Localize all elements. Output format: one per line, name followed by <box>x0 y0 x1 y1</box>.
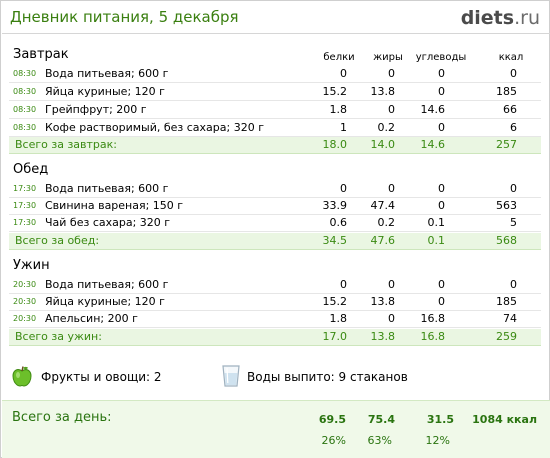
col-fat-header: жиры <box>373 52 403 63</box>
day-total-carbs: 31.5 <box>426 413 454 426</box>
day-fat-percent: 63% <box>367 434 392 447</box>
meal-item-row[interactable]: 08:30 Яйца куриные; 120 г 15.2 13.8 0 185 <box>9 84 541 101</box>
page-title: Дневник питания, 5 декабря <box>10 8 239 26</box>
day-total-kcal: 1084 ккал <box>472 413 537 426</box>
meal-title-dinner: Ужин <box>13 258 50 273</box>
meal-item-row[interactable]: 08:30 Кофе растворимый, без сахара; 320 г… <box>9 120 541 137</box>
header-bar: Дневник питания, 5 декабря diets.ru <box>2 2 550 34</box>
water-glass-icon <box>222 365 240 387</box>
meal-item-row[interactable]: 17:30 Чай без сахара; 320 г 0.6 0.2 0.1 5 <box>9 215 541 232</box>
meal-title-lunch: Обед <box>13 162 49 177</box>
site-logo[interactable]: diets.ru <box>460 7 540 29</box>
green-apple-icon <box>12 366 32 387</box>
col-carbs-header: углеводы <box>415 52 467 63</box>
day-total-fat: 75.4 <box>367 413 395 426</box>
meal-title-breakfast: Завтрак <box>13 47 69 62</box>
meal-item-row[interactable]: 20:30 Апельсин; 200 г 1.8 0 16.8 74 <box>9 311 541 328</box>
water-drunk-count: Воды выпито: 9 стаканов <box>247 370 408 384</box>
meal-item-row[interactable]: 20:30 Яйца куриные; 120 г 15.2 13.8 0 185 <box>9 294 541 311</box>
col-protein-header: белки <box>323 52 355 63</box>
meal-item-row[interactable]: 08:30 Грейпфрут; 200 г 1.8 0 14.6 66 <box>9 102 541 119</box>
day-total-label: Всего за день: <box>12 410 112 425</box>
meal-total-dinner: Всего за ужин: 17.0 13.8 16.8 259 <box>9 329 541 346</box>
meal-total-breakfast: Всего за завтрак: 18.0 14.0 14.6 257 <box>9 137 541 154</box>
col-kcal-header: ккал <box>498 52 524 63</box>
meal-total-lunch: Всего за обед: 34.5 47.6 0.1 568 <box>9 233 541 250</box>
day-total-panel: Всего за день: 69.5 75.4 31.5 1084 ккал … <box>2 400 550 458</box>
meal-item-row[interactable]: 17:30 Свинина вареная; 150 г 33.9 47.4 0 563 <box>9 198 541 215</box>
fruits-vegetables-count: Фрукты и овощи: 2 <box>41 370 162 384</box>
day-total-protein: 69.5 <box>318 413 346 426</box>
day-protein-percent: 26% <box>321 434 346 447</box>
day-carbs-percent: 12% <box>425 434 450 447</box>
